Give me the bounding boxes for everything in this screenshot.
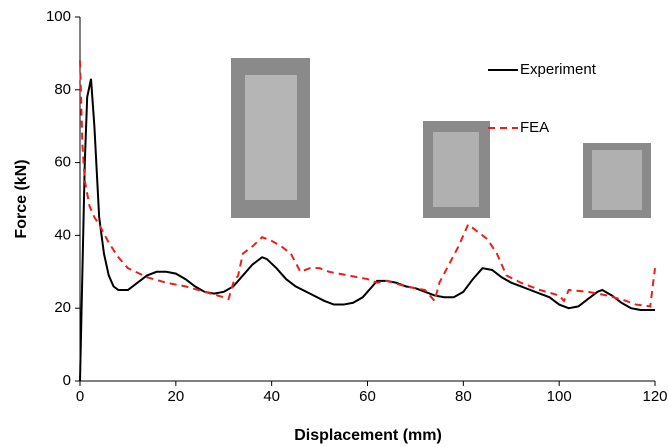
photo-insets	[231, 58, 651, 218]
x-tick-label: 40	[263, 388, 280, 405]
legend-label: FEA	[520, 119, 549, 136]
photo	[245, 75, 297, 200]
y-tick-label: 80	[54, 81, 71, 98]
x-tick-label: 100	[547, 388, 572, 405]
y-tick-label: 100	[46, 8, 71, 25]
y-tick-label: 40	[54, 226, 71, 243]
x-tick-label: 60	[359, 388, 376, 405]
x-tick-label: 20	[167, 388, 184, 405]
x-tick-label: 120	[642, 388, 667, 405]
y-tick-label: 20	[54, 299, 71, 316]
photo	[592, 150, 642, 210]
x-tick-label: 80	[455, 388, 472, 405]
series-line	[79, 60, 656, 308]
x-axis-label: Displacement (mm)	[294, 427, 442, 444]
photo	[433, 132, 479, 207]
y-tick-label: 0	[63, 372, 71, 389]
y-tick-label: 60	[54, 154, 71, 171]
series-line	[79, 78, 655, 382]
x-tick-label: 0	[76, 388, 84, 405]
legend-label: Experiment	[520, 61, 597, 78]
y-axis-label: Force (kN)	[13, 159, 30, 238]
